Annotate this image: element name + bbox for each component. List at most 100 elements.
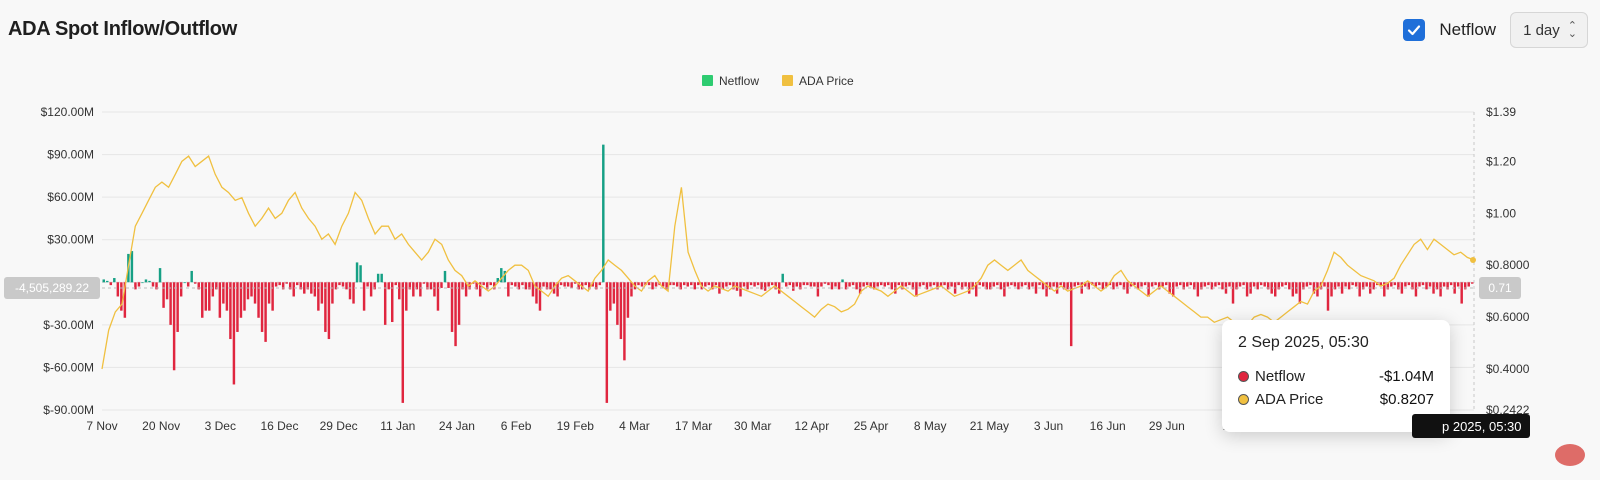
- y-right-tick-label: $0.8000: [1486, 258, 1530, 272]
- netflow-bar: [253, 282, 257, 304]
- netflow-bar: [897, 282, 901, 286]
- netflow-bar: [1411, 282, 1414, 290]
- netflow-bar: [1034, 282, 1038, 294]
- price-last-point: [1470, 256, 1476, 263]
- netflow-bar: [165, 282, 169, 300]
- netflow-bar: [989, 282, 992, 290]
- netflow-bar: [478, 282, 482, 297]
- netflow-bar: [777, 282, 781, 294]
- netflow-bar: [1193, 282, 1196, 290]
- netflow-bar: [1432, 282, 1435, 294]
- netflow-bar: [595, 282, 598, 290]
- x-tick-label: 25 Apr: [854, 419, 889, 433]
- netflow-bar: [1154, 282, 1157, 286]
- netflow-bar: [869, 282, 872, 288]
- netflow-bar: [440, 282, 443, 288]
- netflow-bar: [1098, 282, 1101, 286]
- netflow-bar: [682, 282, 686, 286]
- netflow-bar: [528, 282, 531, 290]
- netflow-bar: [1439, 282, 1442, 297]
- netflow-bar: [1407, 282, 1411, 286]
- netflow-bar: [763, 282, 767, 291]
- y-right-tick-label: $0.6000: [1486, 310, 1530, 324]
- legend-netflow-label: Netflow: [719, 74, 759, 88]
- netflow-bar: [521, 282, 524, 286]
- netflow-bar: [1344, 282, 1347, 287]
- netflow-bar: [1038, 282, 1041, 286]
- netflow-bar: [1372, 282, 1375, 290]
- netflow-bar: [524, 282, 528, 290]
- netflow-bar: [756, 282, 760, 286]
- netflow-bar: [517, 282, 521, 290]
- netflow-bar: [260, 282, 264, 332]
- netflow-bar: [1062, 282, 1066, 290]
- netflow-bar: [155, 282, 158, 290]
- netflow-bar: [1143, 282, 1147, 286]
- netflow-bar: [109, 282, 113, 286]
- netflow-bar: [781, 273, 784, 283]
- netflow-bar: [901, 282, 904, 290]
- netflow-bar: [876, 282, 879, 287]
- netflow-bar: [102, 279, 105, 283]
- netflow-bar: [419, 282, 422, 297]
- y-right-tick-label: $1.39: [1486, 105, 1516, 119]
- netflow-bar: [1133, 282, 1136, 286]
- y-left-tick-label: $30.00M: [47, 233, 94, 247]
- y-left-tick-label: $120.00M: [41, 105, 94, 119]
- netflow-bar: [123, 282, 127, 318]
- netflow-bar: [1059, 282, 1062, 286]
- crosshair-right-value: 0.71: [1488, 281, 1512, 295]
- netflow-bar: [686, 282, 689, 287]
- netflow-bar: [1393, 282, 1397, 286]
- netflow-bar: [141, 282, 144, 284]
- netflow-bar: [904, 282, 908, 287]
- netflow-bar: [623, 282, 626, 361]
- netflow-bar: [338, 282, 341, 286]
- netflow-bar: [573, 282, 577, 284]
- netflow-checkbox[interactable]: [1403, 19, 1426, 41]
- netflow-bar: [651, 282, 654, 290]
- netflow-bar: [345, 282, 348, 290]
- netflow-bar: [1069, 282, 1073, 347]
- netflow-bar: [1471, 282, 1474, 284]
- netflow-bar: [348, 282, 352, 300]
- legend-price-label: ADA Price: [799, 74, 854, 88]
- netflow-bar: [795, 282, 799, 287]
- netflow-bar: [1266, 282, 1270, 290]
- netflow-bar: [1442, 282, 1446, 287]
- netflow-bar: [222, 282, 225, 304]
- netflow-bar: [1404, 282, 1407, 287]
- netflow-bar: [225, 282, 229, 311]
- netflow-bar: [500, 268, 503, 283]
- chart-tooltip: 2 Sep 2025, 05:30 Netflow -$1.04M ADA Pr…: [1222, 320, 1450, 432]
- y-right-tick-label: $1.20: [1486, 154, 1516, 168]
- netflow-bar: [1284, 282, 1288, 286]
- netflow-bar: [936, 282, 939, 290]
- netflow-bar: [1228, 282, 1231, 287]
- netflow-bar: [820, 282, 823, 287]
- netflow-bar: [1347, 282, 1351, 290]
- netflow-bar: [503, 270, 507, 283]
- netflow-bar: [468, 282, 471, 290]
- netflow-bar: [1013, 282, 1017, 287]
- interval-select[interactable]: 1 day ⌃ ⌄: [1510, 12, 1588, 48]
- x-tick-label: 11 Jan: [380, 419, 415, 433]
- x-tick-label: 19 Feb: [557, 419, 595, 433]
- crosshair-right-badge: [1479, 277, 1521, 299]
- netflow-bar: [559, 282, 563, 286]
- netflow-bar: [1414, 282, 1418, 297]
- netflow-bar: [957, 282, 960, 286]
- netflow-bar: [792, 282, 795, 291]
- netflow-bar: [359, 265, 362, 283]
- netflow-bar: [120, 282, 123, 311]
- netflow-bar: [1449, 282, 1453, 286]
- netflow-bar: [116, 282, 120, 297]
- x-tick-label: 24 Jan: [439, 419, 475, 433]
- netflow-bar: [531, 282, 535, 297]
- netflow-bar: [236, 282, 239, 332]
- netflow-bar: [929, 282, 932, 287]
- netflow-bar: [1203, 282, 1207, 287]
- netflow-bar: [355, 262, 359, 283]
- netflow-bar: [675, 282, 679, 287]
- netflow-bar: [1270, 282, 1273, 294]
